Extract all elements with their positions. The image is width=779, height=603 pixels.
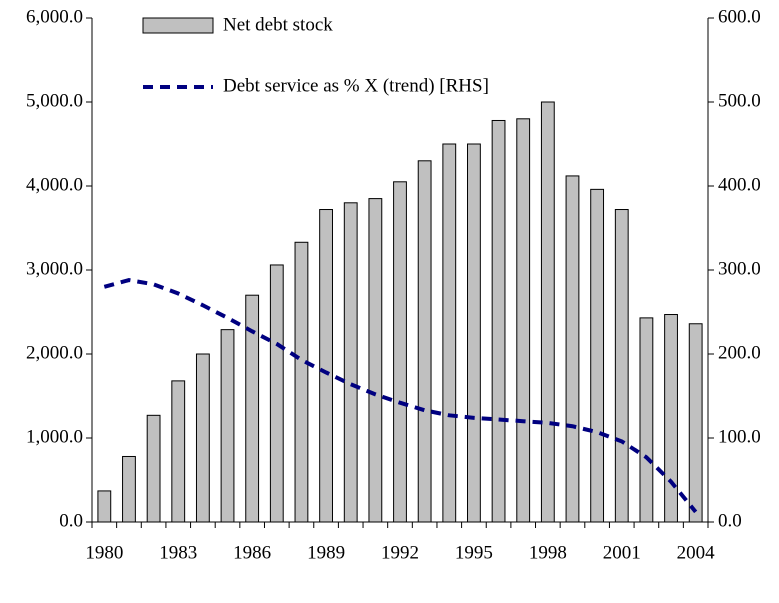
bar — [343, 202, 358, 523]
x-tick-label: 1980 — [85, 542, 123, 563]
legend-swatch — [142, 17, 214, 34]
bar — [590, 188, 605, 523]
bar — [540, 101, 555, 523]
bar — [417, 160, 432, 523]
bar — [269, 264, 284, 523]
y2-tick-label: 100.0 — [718, 426, 761, 447]
bar — [146, 414, 161, 523]
y-tick-label: 5,000.0 — [26, 90, 83, 111]
x-tick-label: 1986 — [233, 542, 271, 563]
y-tick-label: 6,000.0 — [26, 6, 83, 27]
bar — [122, 455, 136, 523]
bar — [639, 317, 654, 523]
y2-tick-label: 300.0 — [718, 258, 761, 279]
x-tick-label: 1995 — [455, 542, 493, 563]
y-tick-label: 3,000.0 — [26, 258, 83, 279]
legend-label: Debt service as % X (trend) [RHS] — [223, 75, 489, 96]
bar — [368, 198, 383, 523]
bar — [442, 143, 457, 523]
bar — [516, 118, 531, 523]
y2-tick-label: 400.0 — [718, 174, 761, 195]
y-tick-label: 0.0 — [59, 510, 83, 531]
bar — [319, 209, 333, 523]
x-tick-label: 1989 — [307, 542, 345, 563]
bar — [294, 241, 309, 523]
x-tick-label: 1992 — [381, 542, 419, 563]
bar — [97, 490, 112, 523]
bar — [220, 329, 235, 523]
bar — [688, 323, 703, 523]
bar — [171, 380, 186, 523]
bar — [565, 175, 580, 523]
y2-tick-label: 500.0 — [718, 90, 761, 111]
y2-tick-label: 200.0 — [718, 342, 761, 363]
x-tick-label: 1998 — [529, 542, 567, 563]
trend-line — [103, 278, 698, 514]
legend-label: Net debt stock — [223, 14, 333, 35]
y2-tick-label: 600.0 — [718, 6, 761, 27]
bar — [491, 119, 506, 523]
x-tick-label: 1983 — [159, 542, 197, 563]
bar — [614, 209, 629, 523]
bar — [245, 294, 260, 523]
y-tick-label: 4,000.0 — [26, 174, 83, 195]
bar — [467, 143, 481, 523]
y2-tick-label: 0.0 — [718, 510, 742, 531]
bar — [664, 314, 678, 523]
x-tick-label: 2001 — [603, 542, 641, 563]
y-tick-label: 1,000.0 — [26, 426, 83, 447]
bar — [393, 181, 407, 523]
y-tick-label: 2,000.0 — [26, 342, 83, 363]
x-tick-label: 2004 — [677, 542, 716, 563]
bar — [195, 353, 210, 523]
